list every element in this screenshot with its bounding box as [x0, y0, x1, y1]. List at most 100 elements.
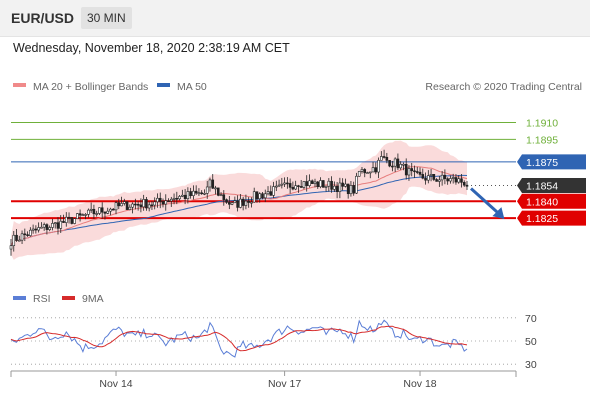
moving-averages	[10, 166, 468, 246]
candle-body	[161, 201, 165, 205]
candle-body	[26, 234, 29, 236]
candle-body	[136, 203, 140, 206]
ma50-legend-label: MA 50	[177, 81, 207, 93]
candle-body	[465, 184, 469, 187]
candle-body	[239, 198, 242, 208]
candle-body	[194, 190, 198, 194]
level-tags: 1.1910 1.1895 1.1875 1.1854 1.1840 1.1825	[517, 118, 586, 226]
candle-body	[346, 183, 350, 195]
candle-body	[368, 171, 372, 174]
candle-body	[443, 174, 447, 180]
candle-body	[451, 177, 455, 179]
candle-body	[197, 192, 201, 195]
candle-body	[225, 199, 228, 203]
candle-body	[266, 191, 270, 195]
candle-body	[382, 156, 386, 158]
candle-body	[92, 208, 96, 215]
candle-body	[31, 228, 35, 231]
candle-body	[305, 181, 309, 186]
candle-body	[410, 168, 414, 172]
candle-body	[228, 202, 231, 205]
candle-body	[294, 185, 297, 190]
candle-body	[283, 182, 286, 185]
candle-body	[449, 178, 452, 182]
candle-body	[344, 183, 347, 187]
candle-body	[407, 168, 411, 176]
forecast-arrow-head	[492, 207, 505, 220]
candle-body	[211, 179, 215, 189]
candle-body	[139, 204, 143, 208]
candle-body	[435, 179, 438, 182]
candle-body	[84, 214, 87, 216]
level-label-1.1825: 1.1825	[526, 213, 558, 225]
candle-body	[64, 216, 68, 223]
x-tick-label: Nov 14	[99, 378, 132, 390]
candle-body	[233, 200, 237, 204]
candle-body	[413, 170, 416, 173]
candle-body	[338, 182, 342, 192]
rsi-legend-label: RSI	[33, 293, 51, 305]
candle-body	[263, 193, 267, 199]
candlesticks	[9, 149, 469, 256]
candle-body	[371, 167, 375, 173]
level-tag-1.1875	[517, 154, 586, 170]
rsi-ma-legend-swatch	[62, 296, 75, 300]
candle-body	[95, 213, 98, 215]
candle-body	[327, 180, 331, 187]
candle-body	[87, 209, 90, 215]
rsi-tick-label-30: 30	[525, 359, 537, 371]
candle-body	[114, 202, 118, 211]
rsi-line	[10, 319, 468, 358]
candle-body	[310, 180, 314, 184]
top-bar: EUR/USD 30 MIN	[0, 0, 590, 37]
candle-body	[352, 185, 355, 194]
candle-body	[252, 191, 256, 203]
candle-body	[313, 181, 317, 184]
candle-body	[158, 197, 162, 202]
candle-body	[380, 156, 383, 161]
candle-body	[98, 207, 101, 214]
level-label-1.1840: 1.1840	[526, 196, 558, 208]
candle-body	[280, 183, 284, 186]
candle-body	[230, 202, 234, 205]
candle-body	[117, 202, 121, 207]
candle-body	[462, 182, 466, 186]
candle-body	[388, 160, 391, 167]
candle-body	[255, 191, 259, 200]
candle-body	[391, 165, 394, 168]
timeframe-badge[interactable]: 30 MIN	[81, 7, 132, 29]
candle-body	[150, 204, 154, 207]
candle-body	[360, 169, 364, 172]
candle-body	[109, 208, 112, 212]
candle-body	[457, 178, 461, 183]
candle-body	[275, 185, 278, 188]
candle-body	[357, 171, 361, 177]
candle-body	[76, 213, 79, 219]
candle-body	[316, 181, 320, 188]
level-tag-1.1825	[517, 210, 586, 226]
candle-body	[421, 174, 425, 179]
candle-body	[53, 222, 57, 224]
candle-body	[125, 201, 129, 210]
rsi-panel: 70 50 30	[10, 313, 537, 371]
candle-body	[123, 201, 126, 204]
candle-body	[438, 179, 441, 182]
candle-body	[261, 193, 264, 199]
rsi-tick-label-50: 50	[525, 336, 537, 348]
key-levels	[11, 122, 516, 220]
candle-body	[186, 191, 190, 200]
forecast-arrow-shaft	[469, 187, 501, 216]
candle-body	[404, 163, 408, 176]
candle-body	[335, 185, 339, 192]
candle-body	[169, 198, 173, 202]
candle-body	[324, 185, 328, 188]
level-label-1.1854: 1.1854	[526, 181, 558, 193]
candle-body	[247, 200, 250, 203]
date-line: Wednesday, November 18, 2020 2:38:19 AM …	[13, 41, 290, 55]
rsi-ma-line	[10, 325, 468, 352]
candle-body	[341, 182, 344, 187]
candle-body	[51, 223, 54, 228]
candle-body	[192, 190, 195, 196]
candle-body	[167, 200, 170, 203]
candle-body	[219, 194, 223, 197]
